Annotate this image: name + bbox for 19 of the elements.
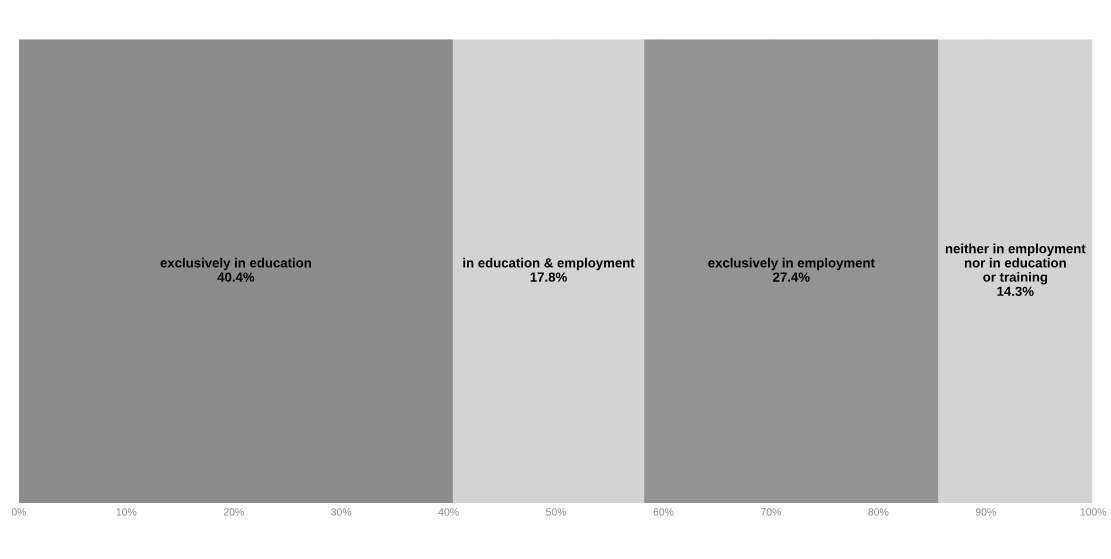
x-tick-label: 80% <box>868 508 889 516</box>
series-label: in education & employment <box>463 257 635 271</box>
x-tick-label: 60% <box>653 508 674 516</box>
x-tick-label: 30% <box>331 508 352 516</box>
x-tick-label: 70% <box>761 508 781 516</box>
x-tick-label: 20% <box>223 508 244 516</box>
data-label: 27.4% <box>773 272 810 282</box>
x-tick-label: 10% <box>116 508 137 516</box>
x-tick-label: 50% <box>546 508 567 516</box>
series-label: exclusively in employment <box>708 257 875 271</box>
series-label: exclusively in education <box>160 257 311 271</box>
data-label: 14.3% <box>997 286 1034 297</box>
x-tick-label: 0% <box>11 508 27 516</box>
series-label: neither in employment nor in education or training <box>945 243 1086 285</box>
data-label: 17.8% <box>530 272 567 282</box>
data-label: 40.4% <box>217 272 255 282</box>
x-tick-label: 100% <box>1080 508 1107 516</box>
x-tick-label: 40% <box>438 508 459 516</box>
x-tick-label: 90% <box>975 508 996 516</box>
